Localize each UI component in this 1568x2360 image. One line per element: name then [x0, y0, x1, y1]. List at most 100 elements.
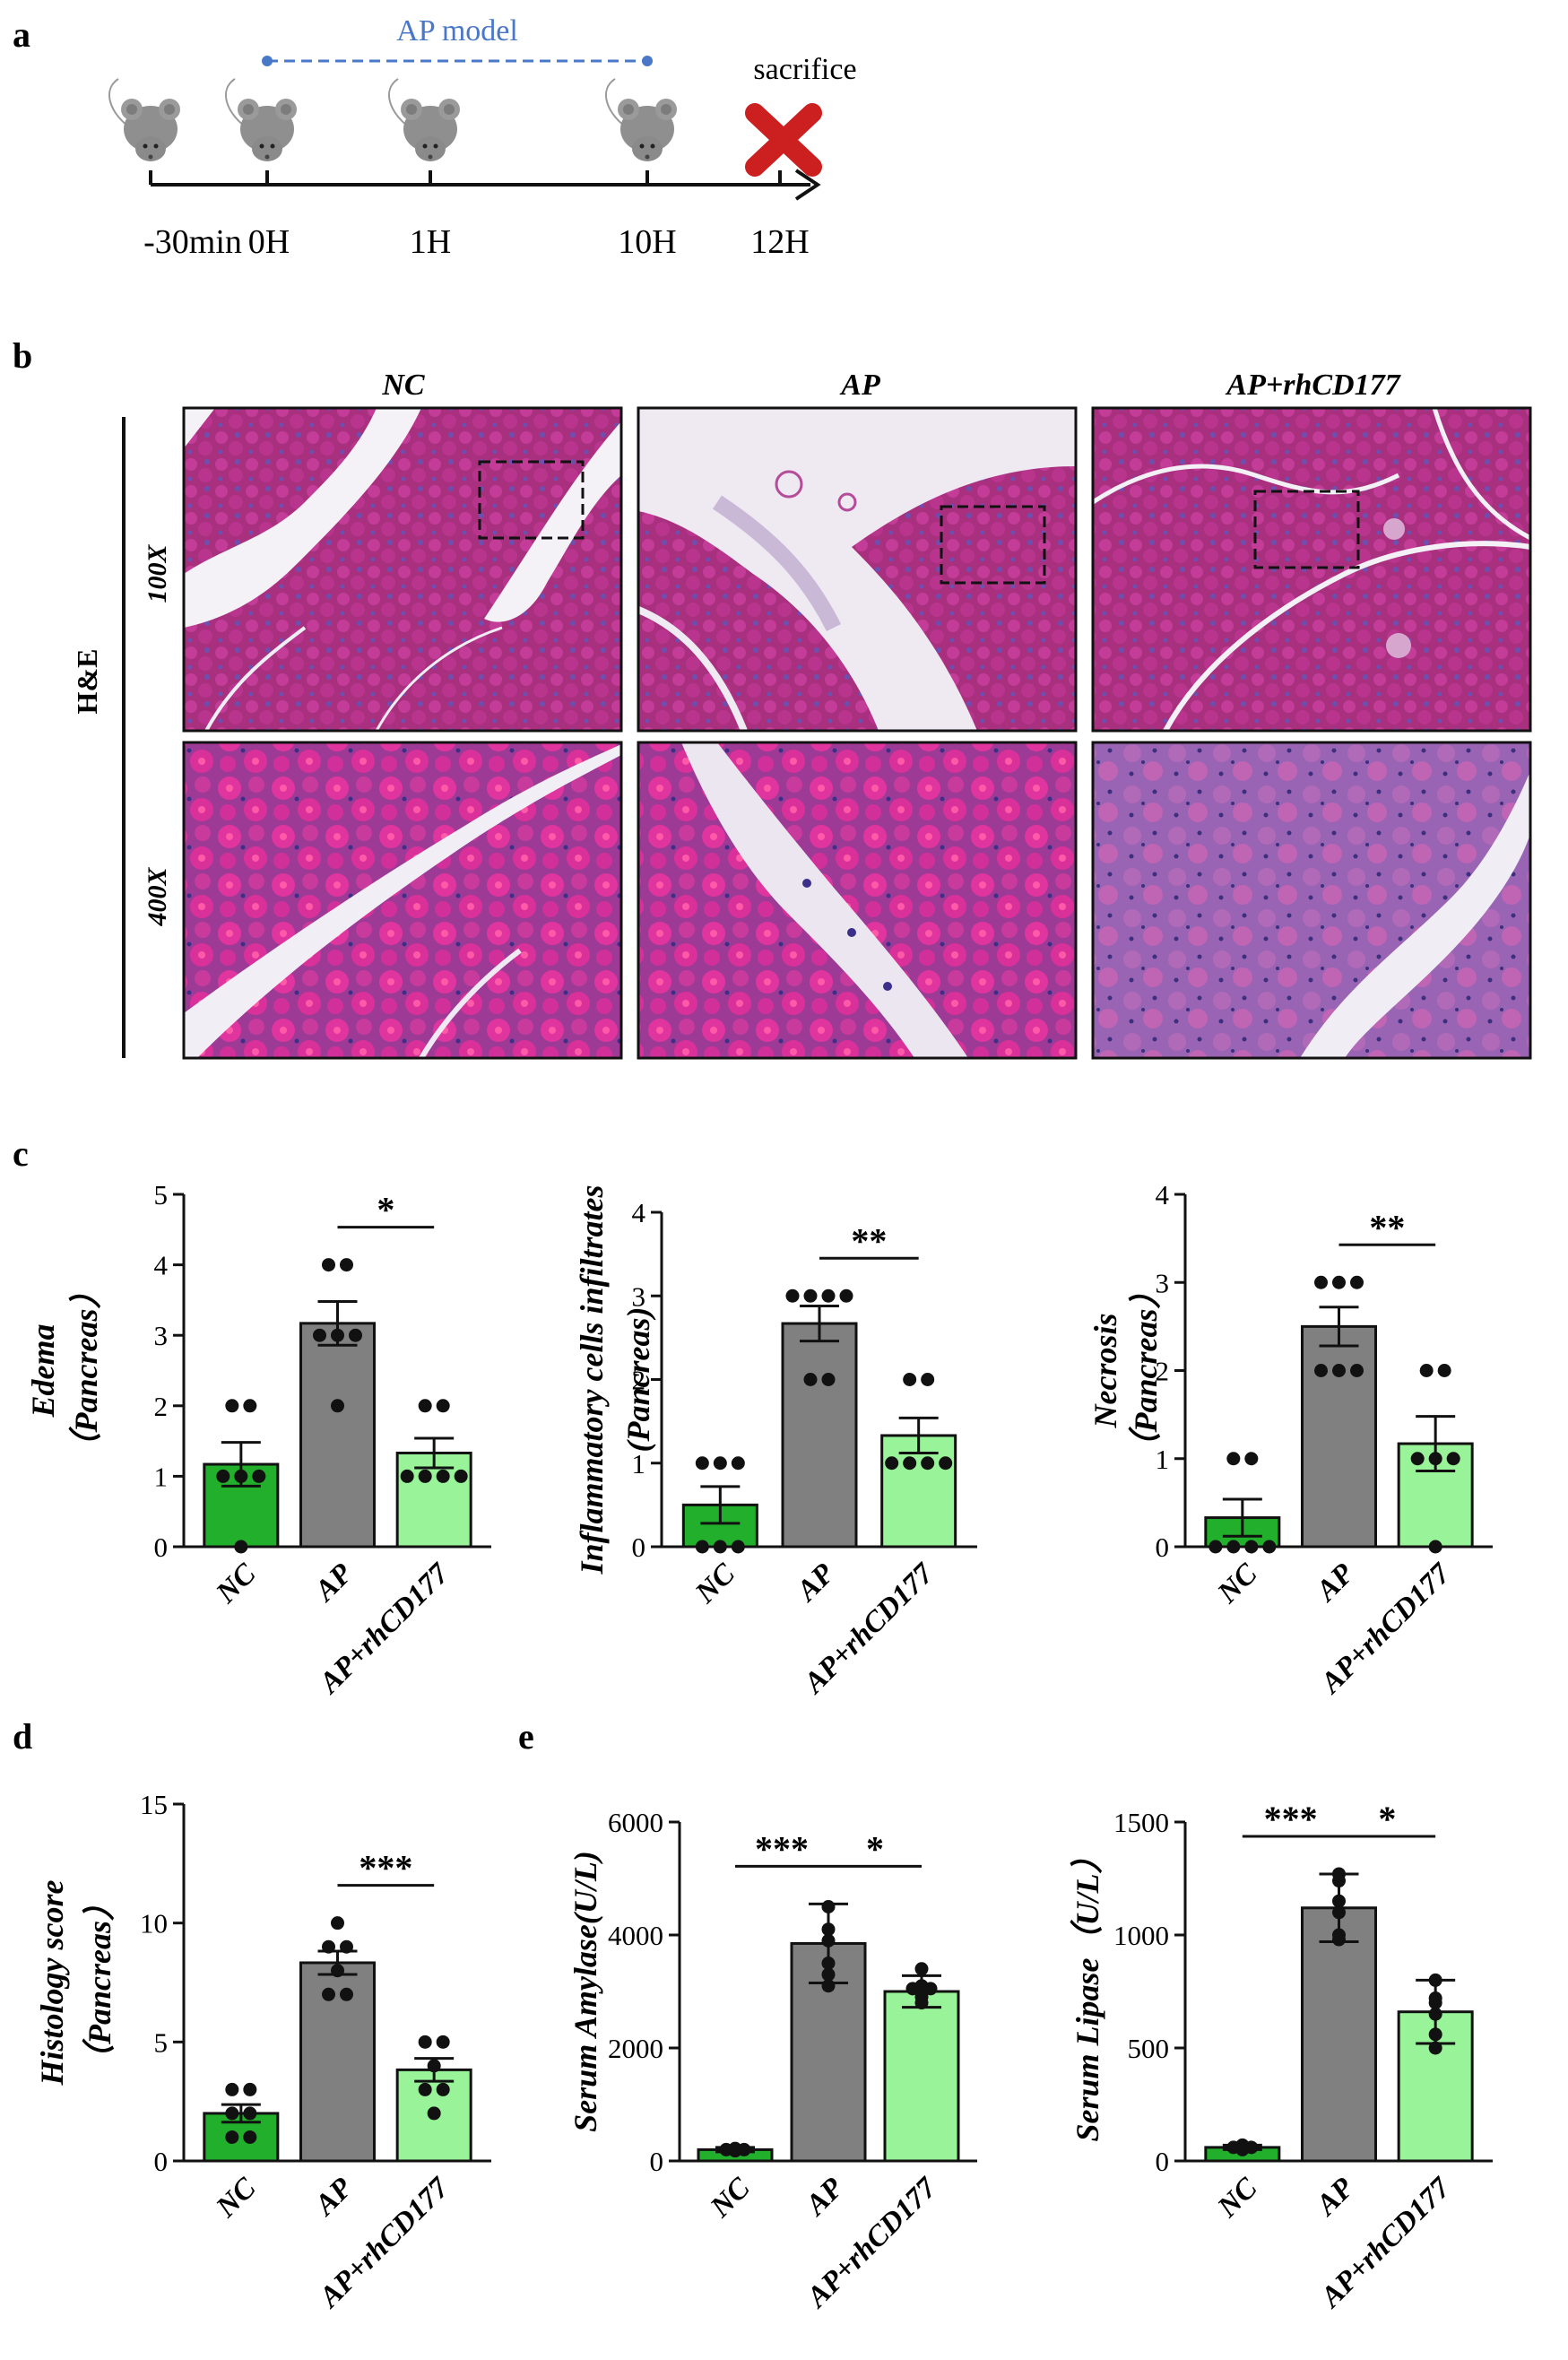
data-point	[313, 1328, 326, 1342]
x-tick-label: NC	[689, 1557, 741, 1610]
data-point	[1332, 1894, 1346, 1908]
data-point	[914, 1996, 929, 2010]
data-point	[695, 1456, 709, 1471]
time-label: 0H	[248, 223, 290, 261]
data-point	[427, 2106, 441, 2121]
data-point	[243, 2130, 257, 2144]
y-tick-label: 0	[154, 1531, 169, 1563]
data-point	[905, 1982, 920, 1996]
y-tick-label: 5	[154, 1179, 169, 1210]
data-point	[234, 1540, 248, 1554]
y-tick-label: 2000	[608, 2033, 663, 2064]
panel-label-b: b	[13, 335, 32, 376]
micrograph-ap-400x	[637, 741, 1078, 1060]
data-point	[695, 1540, 709, 1554]
data-point	[243, 2106, 257, 2121]
y-tick-label: 1	[1156, 1444, 1170, 1475]
zoom-box	[1253, 490, 1360, 569]
data-point	[885, 1456, 899, 1471]
data-point	[821, 1979, 836, 1993]
y-tick-label: 4	[632, 1197, 646, 1228]
data-point	[1226, 1540, 1241, 1554]
bar	[1301, 1324, 1377, 1549]
data-point	[1428, 1996, 1442, 2010]
data-point	[1244, 1452, 1259, 1466]
significance-label: **	[1369, 1207, 1405, 1247]
data-point	[340, 1258, 353, 1272]
panel-label-e: e	[518, 1716, 534, 1757]
time-label: -30min	[143, 223, 242, 261]
y-tick-label: 10	[140, 1908, 168, 1939]
model-end-dot	[642, 56, 653, 66]
y-tick-label: 500	[1128, 2033, 1170, 2064]
data-point	[821, 1922, 836, 1937]
data-point	[1332, 1932, 1346, 1947]
time-label: 10H	[618, 223, 676, 261]
y-tick-label: 1	[154, 1461, 169, 1492]
stain-label: H&E	[71, 649, 103, 715]
row-label-100x: 100X	[143, 544, 172, 603]
y-tick-label: 3	[632, 1280, 646, 1312]
data-point	[225, 2130, 239, 2144]
x-tick-label: AP	[1309, 2172, 1360, 2223]
x-tick-label: NC	[210, 1557, 263, 1610]
time-label: 1H	[410, 223, 451, 261]
time-label: 12H	[750, 223, 809, 261]
data-point	[418, 1399, 432, 1413]
data-point	[1410, 1452, 1425, 1466]
model-start-dot	[262, 56, 273, 66]
data-point	[1244, 2140, 1259, 2155]
mouse-icon	[224, 78, 298, 162]
sacrifice-label: sacrifice	[753, 53, 856, 86]
micrograph-ap-rhcd177-100x	[1091, 406, 1532, 733]
significance-label: **	[851, 1220, 887, 1261]
y-tick-label: 1	[632, 1448, 646, 1479]
data-point	[939, 1456, 953, 1471]
data-point	[821, 1288, 836, 1303]
y-axis-label: Histology score	[34, 1879, 70, 2086]
x-tick-label: NC	[704, 2172, 757, 2225]
model-label: AP model	[396, 14, 518, 48]
data-point	[1208, 1540, 1223, 1554]
data-point	[322, 1939, 335, 1954]
data-point	[923, 1982, 938, 1996]
data-point	[349, 1328, 362, 1342]
x-tick-label: NC	[1211, 1557, 1264, 1610]
data-point	[331, 1328, 344, 1342]
micrograph-ap-100x	[637, 406, 1078, 733]
data-point	[1314, 1364, 1328, 1377]
y-tick-label: 0	[1156, 1531, 1170, 1563]
significance-label: ***	[359, 1848, 412, 1888]
y-tick-label: 5	[154, 2026, 169, 2058]
mouse-icon	[387, 78, 461, 162]
y-tick-label: 0	[650, 2146, 664, 2177]
data-point	[436, 1469, 450, 1483]
time-axis-arrow-icon	[794, 169, 821, 201]
data-point	[427, 2059, 441, 2073]
data-point	[322, 1258, 335, 1272]
data-point	[1314, 1275, 1328, 1289]
y-tick-label: 1500	[1113, 1807, 1169, 1838]
cross-icon	[745, 103, 822, 177]
data-point	[803, 1373, 818, 1386]
mouse-icon	[604, 78, 678, 162]
data-point	[1244, 1540, 1259, 1554]
data-point	[1428, 1452, 1442, 1466]
data-point	[1428, 2027, 1442, 2042]
data-point	[713, 1540, 727, 1554]
histology-panel: H&E 100X 400X NC AP AP+rhCD177	[71, 369, 1532, 1060]
y-tick-label: 2	[1156, 1356, 1170, 1387]
data-point	[322, 1987, 335, 2001]
y-axis-label: （Pancreas）	[1128, 1277, 1164, 1465]
data-point	[713, 1456, 727, 1471]
significance-label: *	[1378, 1799, 1396, 1839]
data-point	[225, 2082, 239, 2096]
data-point	[1332, 1905, 1346, 1920]
x-tick-label: AP	[790, 1557, 841, 1609]
data-point	[436, 2035, 450, 2049]
data-point	[1226, 1452, 1241, 1466]
data-point	[331, 1399, 344, 1413]
